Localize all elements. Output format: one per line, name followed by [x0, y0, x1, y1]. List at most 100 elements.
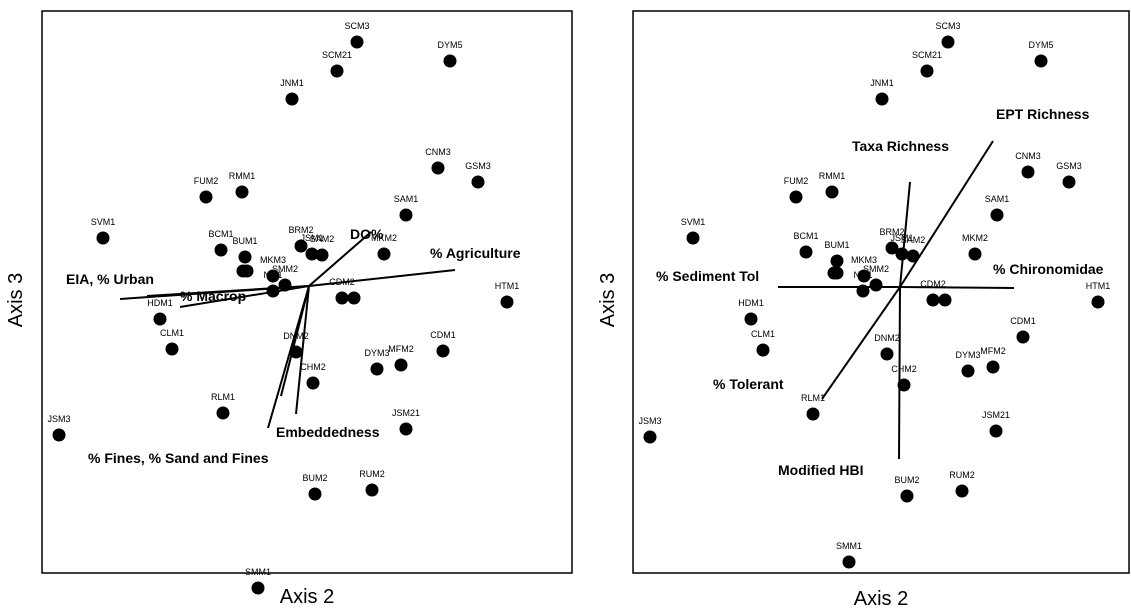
site-point-clm1 — [165, 342, 179, 356]
site-point-svm1 — [96, 231, 110, 245]
site-label-dym3: DYM3 — [364, 348, 389, 358]
site-point-rum2 — [365, 483, 379, 497]
site-label-jsm1: JSM1 — [300, 233, 323, 243]
site-label-mfm2: MFM2 — [388, 344, 414, 354]
site-point-sam2 — [906, 249, 920, 263]
site-label-cdm2: CDM2 — [920, 279, 946, 289]
site-label-bcm1: BCM1 — [793, 231, 818, 241]
site-point-cdm2 — [335, 291, 349, 305]
biplot-vector-line-1 — [899, 181, 911, 288]
left-x-axis-title: Axis 2 — [280, 586, 334, 608]
site-label-rum2: RUM2 — [949, 470, 975, 480]
site-point-jsm21 — [989, 424, 1003, 438]
site-label-brm2: BRM2 — [879, 227, 904, 237]
vector-label-0: DO% — [350, 226, 384, 242]
site-label-scm21: SCM21 — [912, 50, 942, 60]
site-label-dym5: DYM5 — [437, 40, 462, 50]
site-point-fum2 — [199, 190, 213, 204]
right-site-points: SCM3 SCM21 DYM5 JNM1 CNM3 GSM3 FUM2 RMM1 SAM1 SVM… — [638, 21, 1110, 569]
site-label-gsm3: GSM3 — [465, 161, 491, 171]
site-label-smm2: SMM2 — [272, 264, 298, 274]
left-y-axis-title: Axis 3 — [5, 273, 27, 327]
site-point-gsm3 — [1062, 175, 1076, 189]
site-point-gsm3 — [471, 175, 485, 189]
site-label-smm2: SMM2 — [863, 264, 889, 274]
site-point-brm2 — [885, 241, 899, 255]
site-point-scm3 — [941, 35, 955, 49]
site-point-rmm1 — [235, 185, 249, 199]
site-point-mfm2 — [986, 360, 1000, 374]
site-label-scm3: SCM3 — [935, 21, 960, 31]
site-label-cdm1: CDM1 — [1010, 316, 1036, 326]
biplot-vector-line-5 — [295, 285, 310, 415]
site-label-bum1: BUM1 — [824, 240, 849, 250]
right-x-axis-title: Axis 2 — [854, 588, 908, 610]
site-point-bum1 — [830, 254, 844, 268]
site-label-smm1: SMM1 — [836, 541, 862, 551]
site-label-clm1: CLM1 — [160, 328, 184, 338]
site-point-scm21 — [330, 64, 344, 78]
site-label-sam1: SAM1 — [985, 194, 1010, 204]
site-point-bum2 — [900, 489, 914, 503]
site-point-jsm1 — [305, 247, 319, 261]
left-site-points: SCM3 SCM21 DYM5 JNM1 CNM3 GSM3 FUM2 RMM1 SAM1 SVM… — [47, 21, 519, 595]
site-label-dym3: DYM3 — [955, 350, 980, 360]
site-label-chm2: CHM2 — [891, 364, 917, 374]
site-point-smm1 — [842, 555, 856, 569]
site-label-rmm1: RMM1 — [229, 171, 256, 181]
site-point-jsm1 — [895, 247, 909, 261]
vector-label-5: % Fines, % Sand and Fines — [88, 450, 269, 466]
site-label-mfm2: MFM2 — [980, 346, 1006, 356]
vector-label-1: Taxa Richness — [852, 138, 949, 154]
site-point-mkm2 — [377, 247, 391, 261]
site-label-sam1: SAM1 — [394, 194, 419, 204]
right-y-axis-title: Axis 3 — [597, 273, 619, 327]
vector-label-5: Modified HBI — [778, 462, 864, 478]
site-point-overlap-2 — [938, 293, 952, 307]
site-point-rlm1 — [216, 406, 230, 420]
site-point-jsm3 — [52, 428, 66, 442]
site-point-htm1 — [1091, 295, 1105, 309]
site-label-jnm1: JNM1 — [870, 78, 894, 88]
site-label-cnm3: CNM3 — [425, 147, 451, 157]
site-label-jsm3: JSM3 — [47, 414, 70, 424]
biplot-vector-line-4 — [821, 286, 901, 400]
site-label-hdm1: HDM1 — [147, 298, 173, 308]
site-point-htm1 — [500, 295, 514, 309]
site-label-smm1: SMM1 — [245, 567, 271, 577]
biplot-vector-line-3 — [146, 285, 310, 297]
site-label-jnm1: JNM1 — [280, 78, 304, 88]
site-label-htm1: HTM1 — [1086, 281, 1111, 291]
site-label-cdm1: CDM1 — [430, 330, 456, 340]
site-label-sam2: SAM2 — [310, 234, 335, 244]
site-label-dnm2: DNM2 — [874, 333, 900, 343]
site-point-chm2 — [306, 376, 320, 390]
site-label-hdm1: HDM1 — [738, 298, 764, 308]
site-label-gsm3: GSM3 — [1056, 161, 1082, 171]
vector-label-4: % Tolerant — [713, 376, 784, 392]
site-label-chm2: CHM2 — [300, 362, 326, 372]
site-point-overlap-2 — [347, 291, 361, 305]
site-point-mkm2 — [968, 247, 982, 261]
site-label-clm1: CLM1 — [751, 329, 775, 339]
site-label-bcm1: BCM1 — [208, 229, 233, 239]
site-label-htm1: HTM1 — [495, 281, 520, 291]
site-point-jsm3 — [643, 430, 657, 444]
site-point-hdm1 — [153, 312, 167, 326]
site-label-fum2: FUM2 — [194, 176, 219, 186]
site-point-rmm1 — [825, 185, 839, 199]
site-label-bum2: BUM2 — [894, 475, 919, 485]
site-label-sam2: SAM2 — [901, 235, 926, 245]
site-point-mkm3 — [857, 269, 871, 283]
vector-label-2: % Sediment Tol — [656, 268, 759, 284]
site-point-svm1 — [686, 231, 700, 245]
biplot-vector-line-4 — [179, 285, 310, 308]
right-biplot-vectors: EPT Richness Taxa Richness % Sediment Tol%… — [656, 106, 1104, 478]
site-label-rlm1: RLM1 — [801, 393, 825, 403]
site-label-fum2: FUM2 — [784, 176, 809, 186]
biplot-vector-line-3 — [899, 286, 1015, 289]
site-label-mkm2: MKM2 — [962, 233, 988, 243]
site-label-bum2: BUM2 — [302, 473, 327, 483]
vector-label-1: % Agriculture — [430, 245, 521, 261]
